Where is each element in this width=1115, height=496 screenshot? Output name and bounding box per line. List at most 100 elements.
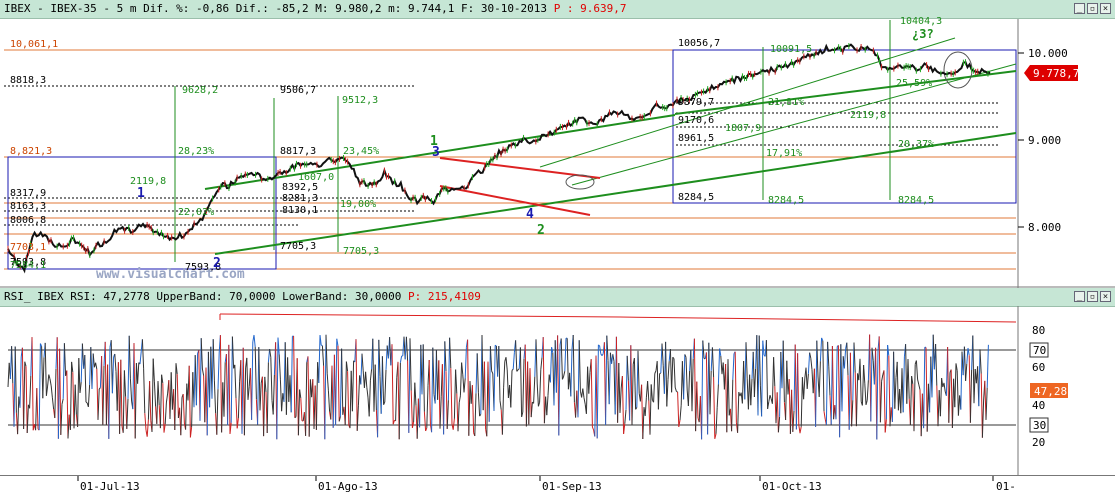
rsi-segment <box>214 381 215 413</box>
rsi-segment <box>382 356 383 405</box>
rsi-segment <box>37 388 38 429</box>
label-8284-b: 8284,5 <box>768 195 804 206</box>
rsi-segment <box>811 358 812 370</box>
rsi-segment <box>949 373 950 423</box>
rsi-segment <box>86 402 87 403</box>
rsi-segment <box>613 354 614 361</box>
rsi-segment <box>536 339 537 383</box>
rsi-segment <box>606 336 607 425</box>
rsi-segment <box>255 347 256 399</box>
rsi-segment <box>158 381 159 405</box>
rsi-segment <box>804 378 805 399</box>
rsi-segment <box>880 381 881 422</box>
rsi-segment <box>30 376 31 408</box>
level-8317: 8317,9 <box>10 188 46 199</box>
rsi-segment <box>213 339 214 381</box>
rsi-segment <box>183 394 184 423</box>
rsi-segment <box>886 345 887 419</box>
rsi-segment <box>465 347 466 378</box>
rsi-segment <box>48 375 49 387</box>
rsi-segment <box>817 341 818 377</box>
rsi-segment <box>429 360 430 424</box>
rsi-segment <box>144 368 145 413</box>
rsi-segment <box>201 338 202 369</box>
rsi-segment <box>78 358 79 427</box>
date-axis: 01-Jul-13 01-Ago-13 01-Sep-13 01-Oct-13 … <box>0 475 1115 496</box>
rsi-segment <box>138 363 139 384</box>
label-25pct: 25,59% <box>896 78 932 89</box>
rsi-segment <box>807 374 808 389</box>
rsi-segment <box>801 377 802 427</box>
rsi-segment <box>889 356 890 427</box>
rsi-segment <box>717 385 718 408</box>
wave-1-left: 1 <box>137 186 145 201</box>
rsi-segment <box>385 370 386 402</box>
rsi-segment <box>165 403 166 425</box>
rsi-segment <box>982 401 983 438</box>
rsi-segment <box>968 348 969 355</box>
rsi-segment <box>103 366 104 425</box>
rsi-tick-80: 80 <box>1032 324 1045 337</box>
thin-channel <box>540 38 1016 185</box>
rsi-segment <box>714 377 715 439</box>
rsi-segment <box>50 379 51 386</box>
label-17pct: 17,91% <box>766 148 802 159</box>
rsi-segment <box>336 339 337 426</box>
rsi-segment <box>469 381 470 436</box>
rsi-segment <box>43 357 44 398</box>
rsi-segment <box>712 347 713 377</box>
rsi-segment <box>458 403 459 432</box>
green-trendlines <box>205 71 1016 254</box>
rsi-segment <box>291 336 292 412</box>
rsi-segment <box>955 363 956 407</box>
rsi-segment <box>507 370 508 398</box>
rsi-segment <box>433 348 434 395</box>
rsi-segment <box>895 378 896 409</box>
rsi-segment <box>502 388 503 435</box>
rsi-segment <box>732 380 733 432</box>
label-8281: 8281,3 <box>282 193 318 204</box>
rsi-segment <box>392 344 393 424</box>
rsi-segment <box>632 364 633 425</box>
rsi-segment <box>154 382 155 407</box>
orange-levels <box>4 50 1016 269</box>
label-1607: 1607,0 <box>298 172 334 183</box>
rsi-segment <box>548 375 549 396</box>
rsi-segment <box>565 338 566 371</box>
rsi-segment <box>316 362 317 430</box>
rsi-tick-60: 60 <box>1032 361 1045 374</box>
rsi-segment <box>547 395 548 415</box>
rsi-segment <box>399 363 400 440</box>
rsi-segment <box>710 371 711 414</box>
rsi-segment <box>411 391 412 428</box>
rsi-segment <box>865 383 866 405</box>
rsi-segment <box>362 354 363 371</box>
rsi-segment <box>518 369 519 370</box>
rsi-segment <box>762 341 763 417</box>
level-10061: 10,061,1 <box>10 39 58 50</box>
label-8130: 8130,1 <box>282 205 318 216</box>
rsi-segment <box>279 355 280 380</box>
rsi-segment <box>67 371 68 439</box>
rsi-segment <box>625 410 626 424</box>
rsi-segment <box>439 360 440 428</box>
rsi-segment <box>218 353 219 390</box>
rsi-segment <box>79 358 80 393</box>
rsi-segment <box>232 337 233 369</box>
rsi-segment <box>816 341 817 427</box>
rsi-segment <box>328 391 329 412</box>
rsi-segment <box>406 337 407 361</box>
rsi-segment <box>495 345 496 346</box>
rsi-segment <box>836 347 837 420</box>
rsi-segment <box>877 351 878 440</box>
rsi-segment <box>847 343 848 376</box>
rsi-segment <box>860 359 861 402</box>
rsi-segment <box>145 413 146 430</box>
rsi-segment <box>561 339 562 380</box>
rsi-segment <box>166 394 167 403</box>
wave-2-green: 2 <box>537 223 545 238</box>
rsi-segment <box>427 385 428 428</box>
rsi-segment <box>645 397 646 416</box>
rsi-tick-40: 40 <box>1032 399 1045 412</box>
